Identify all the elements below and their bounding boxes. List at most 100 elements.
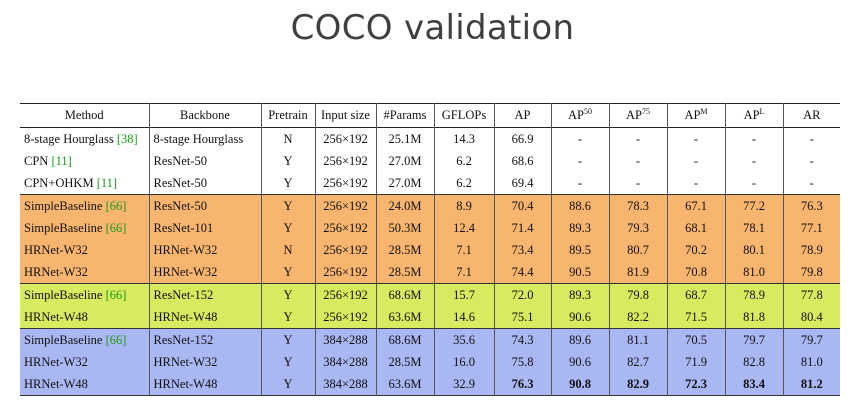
input-cell: 256×192 — [314, 150, 376, 172]
ap50-cell: - — [550, 172, 609, 195]
apm-cell: - — [666, 172, 725, 195]
apm-cell: 68.1 — [666, 217, 725, 239]
apl-cell: - — [724, 172, 783, 195]
gflops-cell: 14.6 — [433, 306, 494, 329]
backbone-cell: HRNet-W32 — [148, 239, 261, 261]
ap50-cell: 89.3 — [550, 283, 609, 306]
ap75-cell: 79.8 — [608, 283, 667, 306]
column-header: AP — [493, 103, 551, 128]
method-cell: SimpleBaseline [66] — [20, 217, 149, 239]
ap-cell: 74.4 — [493, 261, 551, 284]
pretrain-cell: Y — [260, 150, 315, 172]
pretrain-cell: Y — [260, 351, 315, 373]
method-name: HRNet-W32 — [24, 264, 88, 279]
input-cell: 256×192 — [314, 261, 376, 284]
ar-cell: 79.7 — [782, 328, 840, 351]
ap75-cell: 82.7 — [608, 351, 667, 373]
input-cell: 256×192 — [314, 172, 376, 195]
ap50-cell: 89.3 — [550, 217, 609, 239]
pretrain-cell: Y — [260, 194, 315, 217]
apm-cell: 71.5 — [666, 306, 725, 329]
citation-link[interactable]: [66] — [105, 287, 127, 302]
citation-link[interactable]: [38] — [116, 131, 138, 146]
column-header-label: Backbone — [180, 108, 230, 122]
apl-cell: 81.8 — [724, 306, 783, 329]
backbone-cell: HRNet-W48 — [148, 306, 261, 329]
citation-link[interactable]: [11] — [96, 175, 118, 190]
backbone-cell: 8-stage Hourglass — [148, 127, 261, 150]
backbone-cell: HRNet-W32 — [148, 261, 261, 284]
backbone-cell: ResNet-50 — [148, 194, 261, 217]
method-cell: SimpleBaseline [66] — [20, 329, 149, 352]
apl-cell: 83.4 — [724, 373, 783, 396]
ar-cell: 81.0 — [782, 351, 840, 373]
ap75-cell: - — [608, 127, 667, 150]
ap50-cell: 90.6 — [550, 306, 609, 329]
citation-link[interactable]: [66] — [105, 220, 127, 235]
ar-cell: 76.3 — [782, 194, 840, 217]
column-header: APM — [666, 103, 725, 128]
gflops-cell: 32.9 — [433, 373, 494, 396]
apm-cell: 68.7 — [666, 283, 725, 306]
apm-cell: 70.8 — [666, 261, 725, 284]
pretrain-cell: Y — [260, 306, 315, 329]
column-header-label: AP — [684, 108, 701, 122]
apl-cell: 82.8 — [724, 351, 783, 373]
pretrain-cell: Y — [260, 283, 315, 306]
ar-cell: - — [782, 172, 840, 195]
ap50-cell: 89.5 — [550, 239, 609, 261]
table-header: Method Backbone Pretrain Input size #Params G… — [20, 103, 840, 128]
table-row: CPN+OHKM [11] ResNet-50 Y 256×192 27.0M 6.2 69… — [20, 172, 840, 195]
column-header: AR — [782, 103, 840, 128]
column-header-label: GFLOPs — [441, 108, 487, 122]
method-cell: 8-stage Hourglass [38] — [20, 128, 149, 151]
method-cell: SimpleBaseline [66] — [20, 195, 149, 218]
citation-link[interactable]: [66] — [105, 332, 127, 347]
gflops-cell: 15.7 — [433, 283, 494, 306]
method-cell: HRNet-W32 — [20, 239, 149, 261]
ar-cell: 77.1 — [782, 217, 840, 239]
table-row: HRNet-W32 HRNet-W32 N 256×192 28.5M 7.1 73.4 89… — [20, 239, 840, 261]
pretrain-cell: Y — [260, 217, 315, 239]
apl-cell: - — [724, 150, 783, 172]
citation-link[interactable]: [11] — [51, 153, 72, 168]
column-header: Pretrain — [260, 103, 315, 128]
column-header-label: #Params — [383, 108, 427, 122]
method-name: HRNet-W32 — [24, 242, 88, 257]
ap75-cell: 78.3 — [608, 194, 667, 217]
ap50-cell: - — [550, 127, 609, 150]
apm-cell: 72.3 — [666, 373, 725, 396]
gflops-cell: 14.3 — [433, 127, 494, 150]
backbone-cell: ResNet-101 — [148, 217, 261, 239]
citation-link[interactable]: [66] — [105, 198, 127, 213]
table-row: SimpleBaseline [66] ResNet-101 Y 256×192 50.… — [20, 217, 840, 239]
pretrain-cell: Y — [260, 261, 315, 284]
ap50-cell: - — [550, 150, 609, 172]
pretrain-cell: Y — [260, 373, 315, 396]
ap-cell: 69.4 — [493, 172, 551, 195]
apm-cell: - — [666, 127, 725, 150]
params-cell: 27.0M — [375, 150, 434, 172]
backbone-cell: ResNet-50 — [148, 150, 261, 172]
method-name: SimpleBaseline — [24, 332, 103, 347]
input-cell: 256×192 — [314, 283, 376, 306]
apm-cell: - — [666, 150, 725, 172]
column-header-superscript: M — [700, 107, 708, 116]
column-header-label: AP — [514, 108, 531, 122]
page-title: COCO validation — [290, 8, 575, 48]
column-header-label: Input size — [321, 108, 370, 122]
gflops-cell: 7.1 — [433, 261, 494, 284]
ar-cell: 80.4 — [782, 306, 840, 329]
method-name: SimpleBaseline — [24, 220, 103, 235]
ap50-cell: 90.6 — [550, 351, 609, 373]
ap75-cell: 81.9 — [608, 261, 667, 284]
input-cell: 384×288 — [314, 351, 376, 373]
params-cell: 25.1M — [375, 127, 434, 150]
params-cell: 28.5M — [375, 351, 434, 373]
table-row: HRNet-W48 HRNet-W48 Y 256×192 63.6M 14.6 75.1 9… — [20, 306, 840, 329]
table-row: SimpleBaseline [66] ResNet-152 Y 384×288 68.… — [20, 328, 840, 352]
column-header: Input size — [314, 103, 376, 128]
pretrain-cell: Y — [260, 328, 315, 351]
ar-cell: 81.2 — [782, 373, 840, 396]
ap-cell: 66.9 — [493, 127, 551, 150]
